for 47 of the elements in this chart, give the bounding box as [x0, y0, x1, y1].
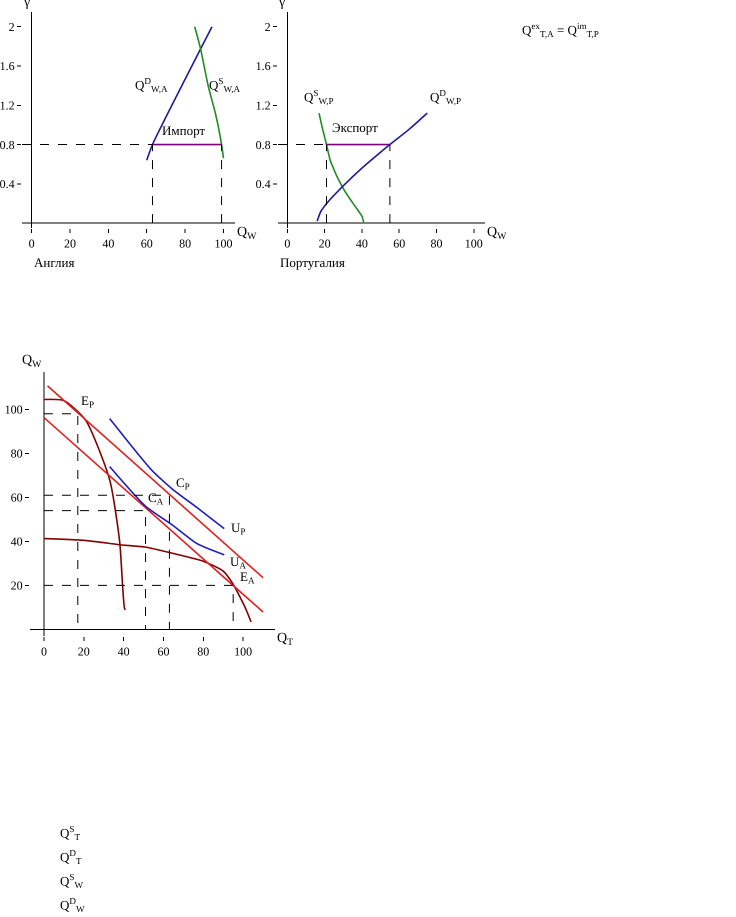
x-tick-label: 100	[234, 644, 252, 658]
x-axis-title: Q$_{T}$	[277, 631, 294, 648]
y-tick-label: 80	[10, 446, 23, 461]
x-tick-label: 40	[356, 236, 368, 250]
annotation: C$_{A}$	[148, 490, 164, 507]
x-tick-label: 80	[179, 236, 192, 250]
x-axis-title: Q$_{W}$	[487, 225, 508, 242]
annotation: Импорт	[162, 123, 206, 138]
annotation: U$_{A}$	[230, 554, 246, 571]
y-tick-label: 60	[10, 490, 23, 505]
x-tick-label: 40	[118, 644, 130, 658]
x-tick-label: 100	[214, 236, 232, 250]
x-tick-label: 20	[64, 236, 76, 250]
x-tick-label: 60	[140, 236, 153, 250]
x-tick-label: 80	[430, 236, 443, 250]
y-tick-label: 1.6	[256, 59, 271, 74]
text: Португалия	[280, 255, 345, 270]
x-tick-label: 20	[318, 236, 331, 250]
y-tick-label: 0.8	[0, 138, 15, 152]
y-tick-label: 1.6	[0, 59, 15, 74]
x-tick-label: 60	[157, 644, 170, 658]
x-tick-label: 0	[284, 236, 290, 250]
y-tick-label: 40	[10, 534, 23, 549]
x-tick-label: 0	[40, 644, 47, 658]
y-tick-label: 100	[4, 402, 23, 417]
x-tick-label: 100	[464, 236, 483, 250]
x-axis-title: Q$_{W}$	[237, 225, 258, 242]
annotation: E$_{A}$	[240, 569, 255, 586]
y-tick-label: 0.4	[256, 177, 271, 192]
x-tick-label: 60	[393, 236, 406, 250]
annotation: Экспорт	[332, 120, 378, 135]
y-tick-label: 20	[10, 578, 23, 593]
annotation: E$_{P}$	[81, 393, 94, 410]
y-tick-label: 1.2	[0, 98, 15, 112]
x-tick-label: 0	[28, 236, 35, 250]
annotation: C$_{P}$	[176, 475, 190, 492]
y-tick-label: 2	[8, 20, 15, 34]
y-tick-label: 0.8	[256, 138, 271, 152]
y-tick-label: 1.2	[256, 98, 271, 112]
annotation: U$_{P}$	[231, 520, 246, 537]
x-tick-label: 80	[197, 644, 210, 658]
x-tick-label: 40	[102, 236, 114, 250]
y-tick-label: 0.4	[0, 177, 15, 192]
y-axis-title: Q$_{W}$	[22, 353, 42, 370]
x-tick-label: 20	[78, 644, 90, 658]
y-tick-label: 2	[264, 20, 271, 34]
text: Англия	[34, 255, 74, 270]
